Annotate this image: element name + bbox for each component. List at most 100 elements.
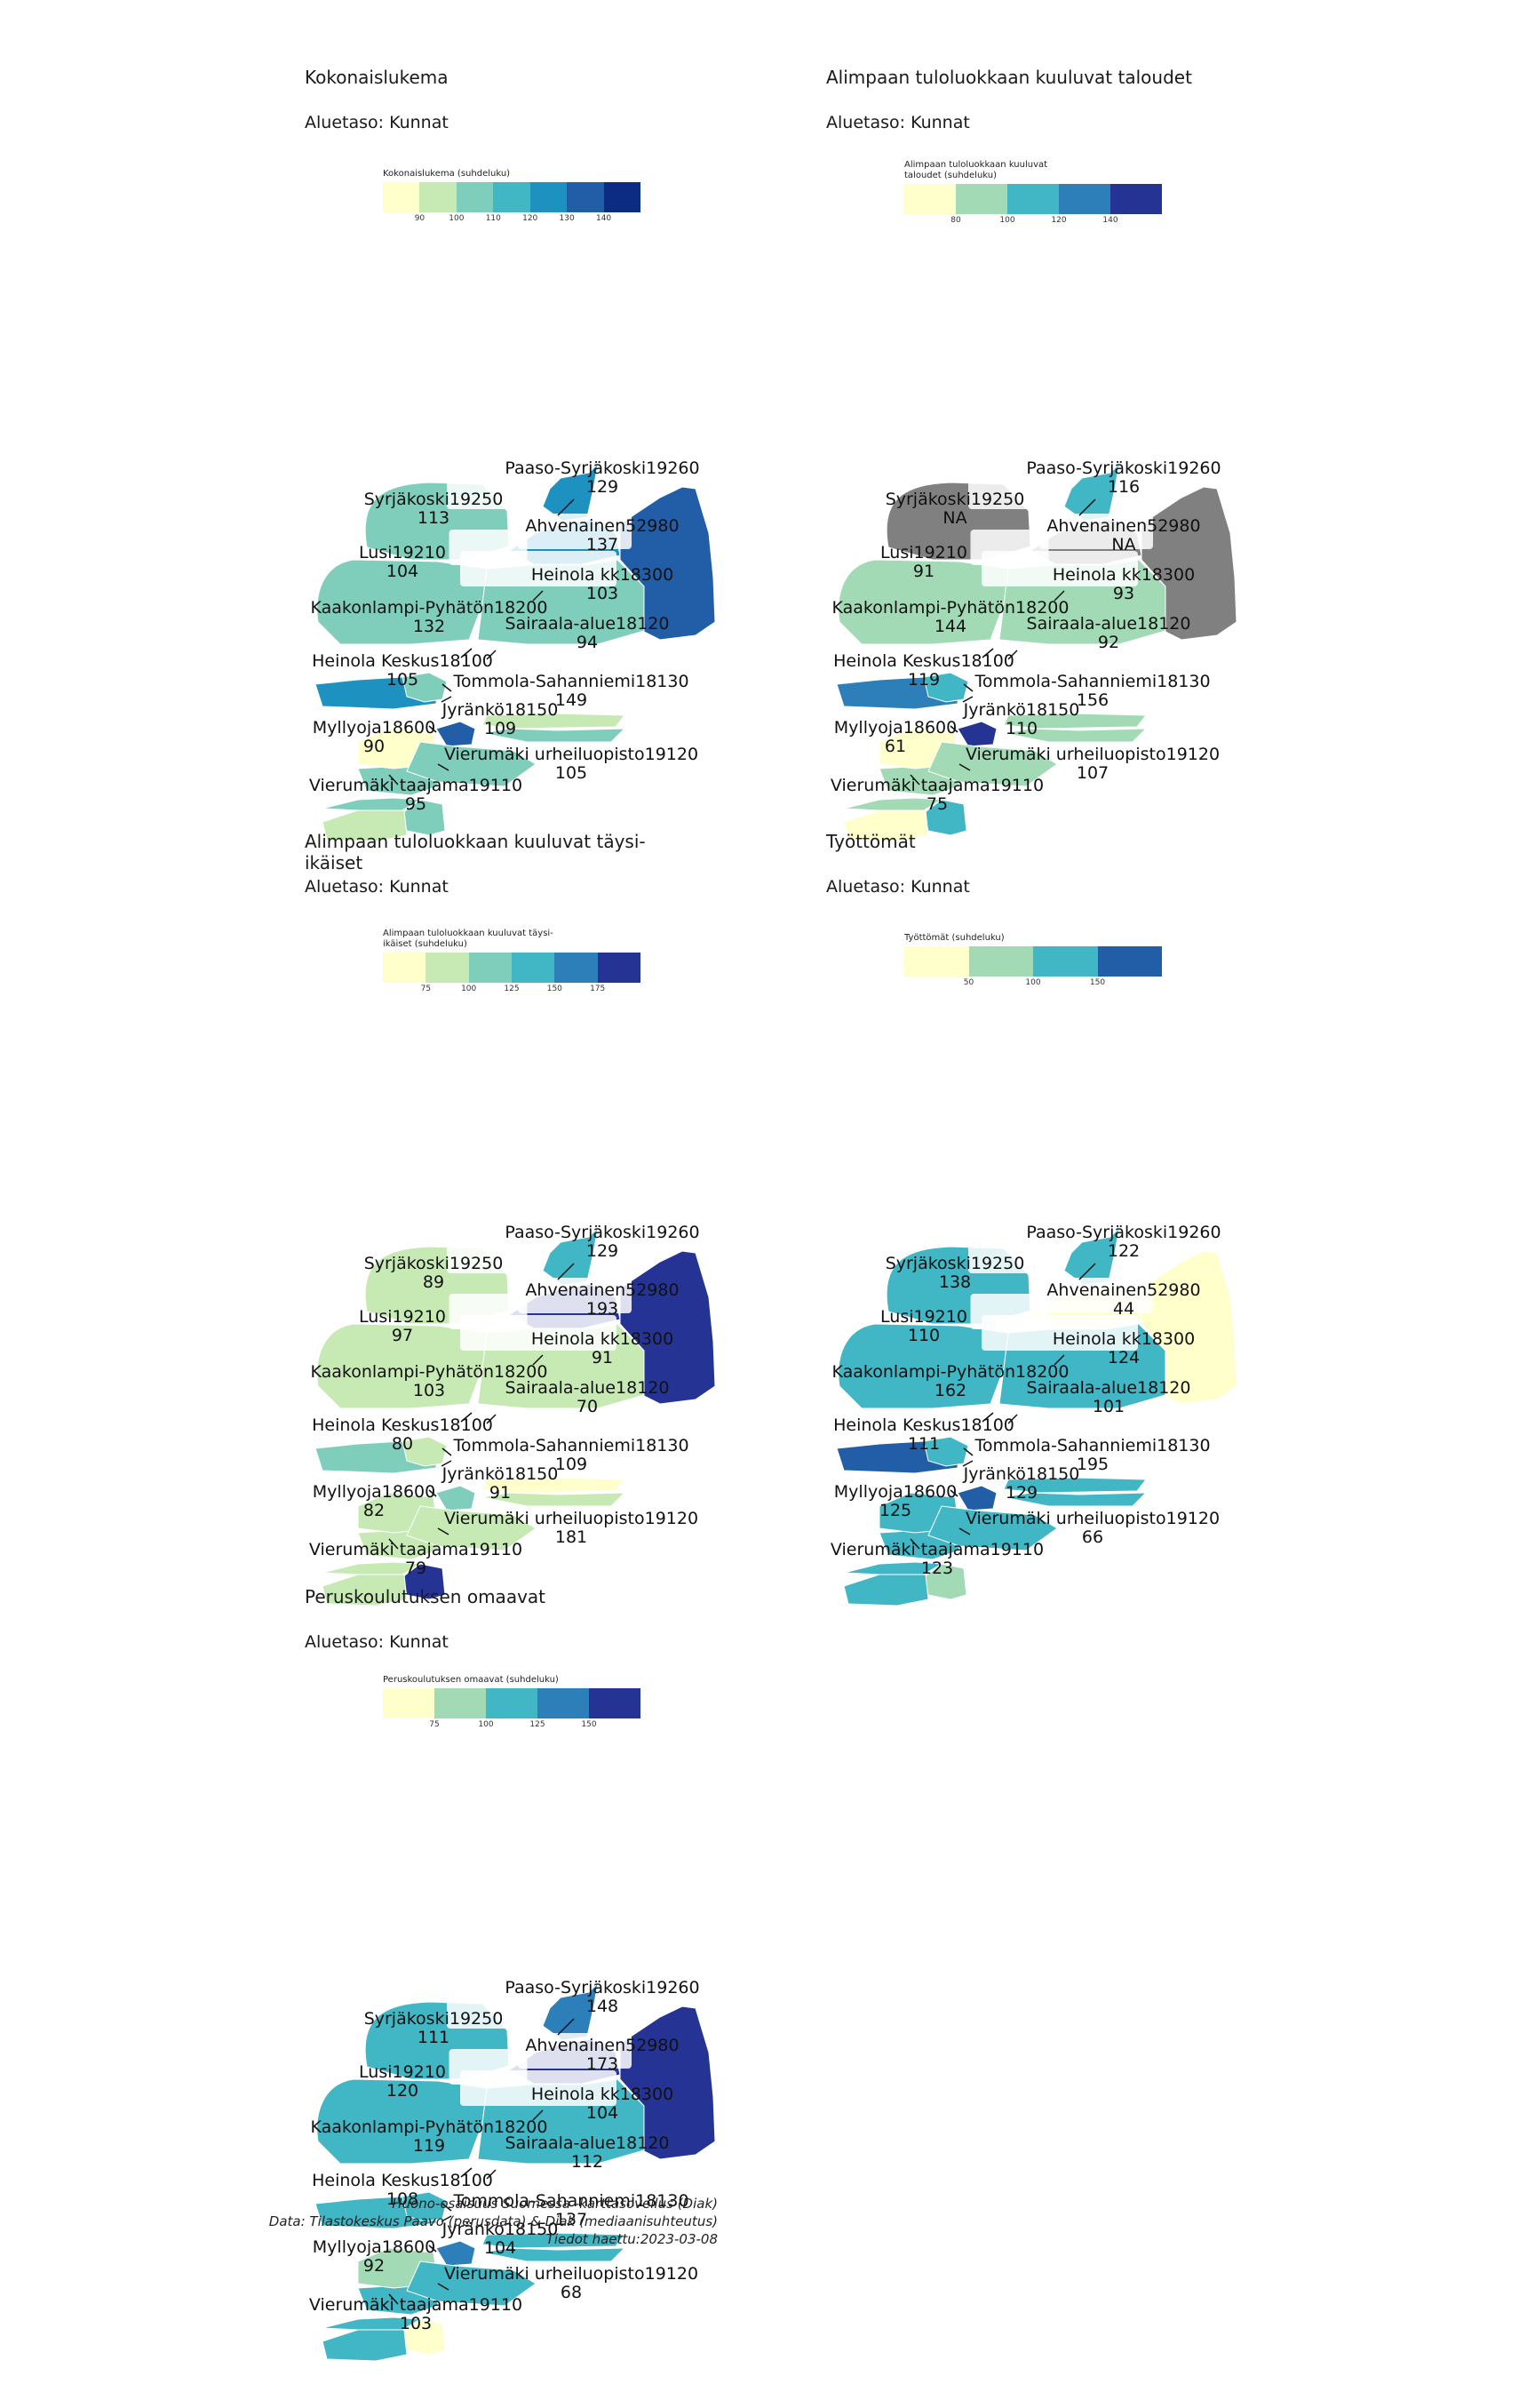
leader-line — [428, 1489, 437, 1497]
legend-color-bar — [904, 946, 1162, 977]
area-value-label: 119 — [908, 670, 940, 690]
area-value-label: 103 — [413, 1381, 445, 1400]
area-value-label: 82 — [363, 1501, 385, 1520]
legend-title: Kokonaislukema (suhdeluku) — [383, 169, 511, 179]
map-region — [923, 799, 967, 836]
area-name-label: Vierumäki taajama19110 — [831, 776, 1044, 795]
leader-line — [958, 763, 971, 771]
leader-line — [532, 2109, 544, 2121]
leader-line — [962, 1460, 974, 1467]
area-name-label: Lusi19210 — [359, 2062, 446, 2082]
area-value-label: 103 — [400, 2314, 432, 2333]
legend-swatch — [383, 1688, 434, 1718]
area-value-label: 193 — [586, 1299, 618, 1319]
label-background — [460, 551, 616, 586]
map-region — [923, 1563, 967, 1600]
panel-subtitle: Aluetaso: Kunnat — [826, 877, 970, 897]
area-name-label: Vierumäki taajama19110 — [309, 776, 522, 795]
legend-swatch — [956, 184, 1007, 214]
leader-line — [963, 1447, 974, 1456]
area-name-label: Jyränkö18150 — [963, 700, 1080, 720]
area-name-label: Syrjäkoski19250 — [886, 1254, 1025, 1273]
area-name-label: Myllyoja18600 — [313, 718, 435, 738]
map-region — [481, 2232, 625, 2249]
area-value-label: 129 — [586, 477, 618, 497]
leader-line — [982, 1412, 994, 1423]
map-region — [322, 1574, 408, 1607]
area-name-label: Heinola kk18300 — [531, 1329, 673, 1349]
leader-line — [441, 1460, 452, 1467]
leader-line — [532, 1354, 544, 1366]
caption-line-2: Data: Tilastokeskus Paavo (perusdata) & … — [268, 2213, 718, 2229]
area-name-label: Myllyoja18600 — [834, 718, 957, 738]
map-region — [481, 728, 626, 743]
area-name-label: Vierumäki taajama19110 — [309, 1540, 522, 1559]
map-region — [406, 2260, 537, 2307]
map-panel: Alimpaan tuloluokkaan kuuluvat täysi-ikä… — [305, 831, 927, 1607]
area-name-label: Tommola-Sahanniemi18130 — [452, 2191, 688, 2211]
legend-tick-label: 80 — [950, 216, 961, 225]
area-name-label: Vierumäki urheiluopisto19120 — [444, 745, 698, 764]
area-name-label: Heinola Keskus18100 — [312, 1415, 493, 1435]
label-background — [518, 1278, 632, 1313]
legend-swatch — [904, 184, 956, 214]
legend-color-bar — [383, 1688, 640, 1718]
leader-line — [910, 1538, 920, 1550]
legend-swatch — [597, 953, 640, 983]
area-name-label: Tommola-Sahanniemi18130 — [452, 1436, 688, 1455]
leader-line — [437, 1527, 449, 1535]
area-value-label: 108 — [386, 2189, 418, 2209]
panel-title: Alimpaan tuloluokkaan kuuluvat täysi-ikä… — [305, 831, 646, 873]
area-value-label: 95 — [405, 794, 426, 814]
label-background — [518, 2033, 632, 2069]
map-region — [1003, 1492, 1148, 1507]
area-name-label: Ahvenainen52980 — [525, 2036, 679, 2055]
area-name-label: Sairaala-alue18120 — [505, 614, 670, 634]
leader-line — [982, 648, 994, 658]
panel-title: Työttömät — [826, 831, 916, 852]
leader-line — [441, 2203, 452, 2212]
area-value-label: 111 — [908, 1434, 940, 1454]
area-name-label: Syrjäkoski19250 — [364, 1254, 504, 1273]
area-name-label: Kaakonlampi-Pyhätön18200 — [311, 598, 548, 618]
area-name-label: Tommola-Sahanniemi18130 — [974, 1436, 1210, 1455]
label-background — [460, 2070, 616, 2106]
map-region — [1003, 728, 1148, 743]
area-value-label: 195 — [1077, 1455, 1109, 1474]
map-region — [402, 1436, 448, 1467]
area-name-label: Vierumäki urheiluopisto19120 — [966, 1509, 1220, 1528]
leader-line — [428, 2245, 437, 2253]
legend-swatch — [383, 953, 426, 983]
area-name-label: Jyränkö18150 — [441, 2220, 559, 2239]
map-region — [406, 1505, 537, 1551]
legend-tick-label: 130 — [559, 214, 575, 223]
area-value-label: 113 — [418, 508, 449, 528]
leader-line — [388, 774, 399, 785]
area-value-label: 90 — [363, 737, 385, 756]
area-value-label: 122 — [1108, 1241, 1140, 1261]
choropleth-map: Syrjäkoski19250113Paaso-Syrjäkoski192601… — [309, 458, 716, 842]
panel-subtitle: Aluetaso: Kunnat — [305, 1632, 449, 1652]
choropleth-map: Syrjäkoski19250111Paaso-Syrjäkoski192601… — [309, 1978, 716, 2362]
area-value-label: 120 — [386, 2081, 418, 2101]
legend-tick-label: 140 — [1102, 216, 1118, 225]
legend-swatch — [468, 953, 512, 983]
map-region — [1003, 1477, 1147, 1494]
leader-line — [437, 2283, 449, 2291]
legend-swatch — [904, 946, 969, 977]
label-background — [447, 1993, 532, 2029]
leader-line — [388, 1538, 399, 1550]
map-region — [406, 741, 537, 787]
area-value-label: 68 — [561, 2283, 582, 2302]
legend-tick-label: 75 — [429, 1720, 440, 1729]
area-name-label: Heinola Keskus18100 — [833, 651, 1014, 671]
color-legend: Kokonaislukema (suhdeluku) 90 100 110 120 130… — [383, 169, 640, 223]
area-value-label: 137 — [586, 535, 618, 554]
legend-tick-label: 90 — [414, 214, 426, 223]
area-value-label: 109 — [555, 1455, 587, 1474]
area-name-label: Tommola-Sahanniemi18130 — [974, 672, 1210, 691]
label-background — [447, 474, 532, 509]
legend-swatch — [434, 1688, 486, 1718]
area-value-label: 94 — [577, 633, 598, 652]
area-value-label: 104 — [386, 562, 418, 581]
